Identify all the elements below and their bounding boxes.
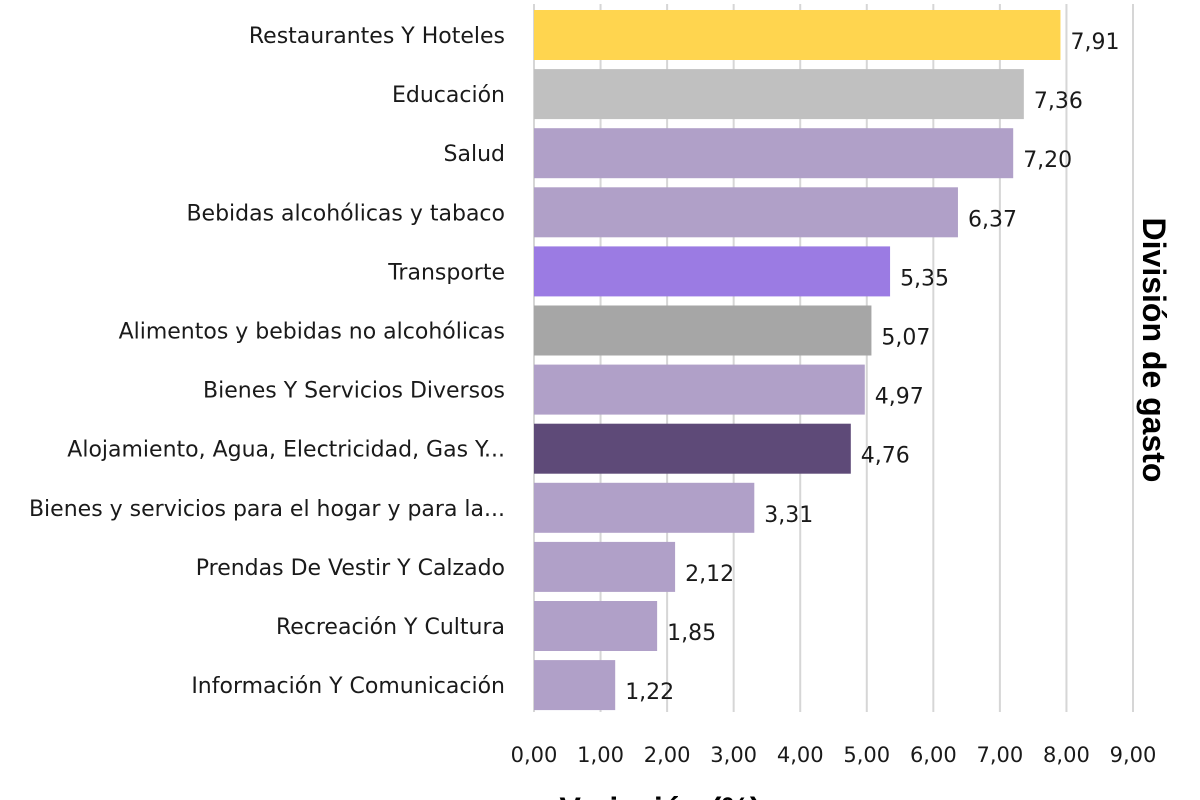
x-tick-label: 8,00 <box>1043 743 1090 767</box>
category-label: Alimentos y bebidas no alcohólicas <box>119 320 505 345</box>
x-tick-label: 2,00 <box>644 743 691 767</box>
bar <box>534 601 658 651</box>
value-labels: 7,91 7,36 7,20 6,37 5,35 5,07 4,97 4,76 3,31 2,12… <box>625 30 1119 705</box>
x-tick-label: 1,00 <box>577 743 624 767</box>
bar <box>534 128 1014 179</box>
category-label: Educación <box>392 83 505 108</box>
y-axis-title: División de gasto <box>1136 218 1172 483</box>
category-label: Prendas De Vestir Y Calzado <box>196 556 505 581</box>
value-label: 2,12 <box>685 562 734 587</box>
bar <box>534 482 755 533</box>
value-label: 6,37 <box>968 207 1017 232</box>
value-label: 7,36 <box>1034 89 1083 114</box>
bar <box>534 305 872 356</box>
category-label: Bebidas alcohólicas y tabaco <box>186 201 505 226</box>
value-label: 1,85 <box>667 621 716 646</box>
value-label: 1,22 <box>625 680 674 705</box>
value-label: 5,07 <box>881 326 930 351</box>
x-tick-label: 7,00 <box>977 743 1024 767</box>
x-axis-title: Variación (%) <box>560 791 761 800</box>
bar <box>534 541 676 592</box>
category-label: Recreación Y Cultura <box>276 615 505 640</box>
value-label: 7,91 <box>1070 30 1119 55</box>
bar <box>534 364 865 415</box>
x-tick-label: 5,00 <box>843 743 890 767</box>
gridlines <box>533 4 1134 712</box>
x-tick-label: 9,00 <box>1110 743 1157 767</box>
value-label: 5,35 <box>900 266 949 291</box>
x-tick-labels: 0,00 1,00 2,00 3,00 4,00 5,00 6,00 7,00 8,00 9,00 <box>511 743 1157 767</box>
bar <box>534 10 1061 60</box>
x-tick-label: 4,00 <box>777 743 824 767</box>
category-label: Bienes Y Servicios Diversos <box>203 379 505 404</box>
category-label: Bienes y servicios para el hogar y para … <box>29 497 505 522</box>
bar <box>534 69 1024 120</box>
value-label: 3,31 <box>764 503 813 528</box>
x-tick-label: 3,00 <box>710 743 757 767</box>
x-tick-label: 0,00 <box>511 743 558 767</box>
bar <box>534 246 891 297</box>
value-label: 4,97 <box>875 385 924 410</box>
bar <box>534 423 851 474</box>
bar <box>534 187 958 238</box>
category-labels: Restaurantes Y Hoteles Educación Salud Bebi… <box>29 24 505 699</box>
category-label: Alojamiento, Agua, Electricidad, Gas Y..… <box>67 438 505 463</box>
category-label: Transporte <box>387 260 505 285</box>
category-label: Restaurantes Y Hoteles <box>249 24 505 49</box>
bars <box>534 10 1061 711</box>
bar <box>534 660 616 711</box>
value-label: 4,76 <box>861 444 910 469</box>
value-label: 7,20 <box>1023 148 1072 173</box>
category-label: Información Y Comunicación <box>191 674 505 699</box>
category-label: Salud <box>444 142 505 167</box>
x-tick-label: 6,00 <box>910 743 957 767</box>
